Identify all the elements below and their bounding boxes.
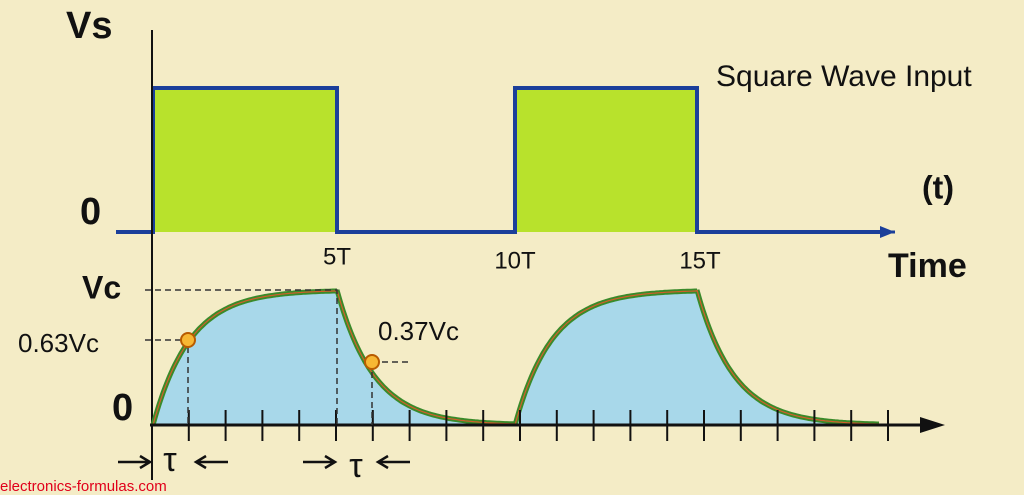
tau-label: τ [163,441,177,479]
marker [180,332,196,348]
time-label: Time [888,247,967,285]
pulse-fill [515,88,697,232]
vs-label: Vs [66,5,112,47]
marker [364,354,380,370]
footer: electronics-formulas.com [0,478,167,495]
time-tick: 15T [679,247,721,274]
wave-title: Square Wave Input [716,60,972,93]
t-label: (t) [922,169,954,205]
pulse-fill [153,88,337,232]
tau-arrows [303,454,410,470]
zero-label: 0 [112,387,133,429]
time-tick: 5T [323,243,351,270]
discharge-label: 0.37Vc [378,316,459,346]
arrow-head [880,226,895,238]
tau-arrows [118,454,228,470]
charge-label: 0.63Vc [18,328,99,358]
time-tick: 10T [494,247,536,274]
arrow-head [920,417,945,433]
guide-line [371,361,410,425]
voltage-area [153,290,880,425]
tau-label: τ [349,447,363,485]
zero-label: 0 [80,191,101,233]
guide-line [145,289,338,425]
vc-label: Vc [82,269,121,305]
